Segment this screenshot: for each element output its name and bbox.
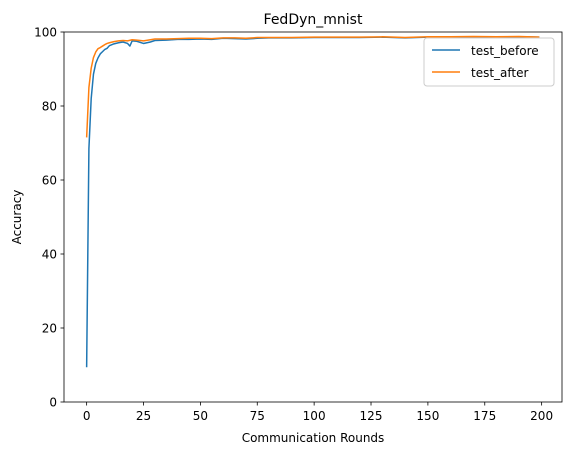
series-layer: [85, 35, 540, 368]
x-tick-label: 25: [136, 409, 151, 423]
y-tick-label: 60: [42, 174, 57, 188]
legend-label-test-before: test_before: [471, 44, 539, 58]
x-tick-label: 175: [473, 409, 496, 423]
x-tick-label: 200: [530, 409, 553, 423]
x-axis: 0 25 50 75 100 125 150 175 200: [83, 402, 553, 423]
y-tick-label: 20: [42, 322, 57, 336]
y-tick-label: 80: [42, 100, 57, 114]
legend: test_before test_after: [423, 37, 555, 87]
plot-frame: [64, 32, 562, 402]
series-line-test-after: [85, 35, 540, 138]
x-tick-label: 50: [193, 409, 208, 423]
y-axis: 0 20 40 60 80 100: [34, 26, 64, 410]
y-tick-label: 100: [34, 26, 57, 40]
chart-title: FedDyn_mnist: [264, 12, 363, 28]
x-axis-label: Communication Rounds: [242, 431, 385, 445]
y-axis-label: Accuracy: [10, 190, 24, 245]
plot-border: [63, 31, 563, 403]
x-tick-label: 125: [360, 409, 383, 423]
y-tick-label: 40: [42, 248, 57, 262]
x-tick-label: 75: [250, 409, 265, 423]
plot-area: [63, 31, 563, 403]
x-tick-label: 150: [416, 409, 439, 423]
legend-label-test-after: test_after: [471, 66, 529, 80]
y-tick-label: 0: [49, 396, 57, 410]
x-tick-label: 100: [303, 409, 326, 423]
x-tick-label: 0: [83, 409, 91, 423]
